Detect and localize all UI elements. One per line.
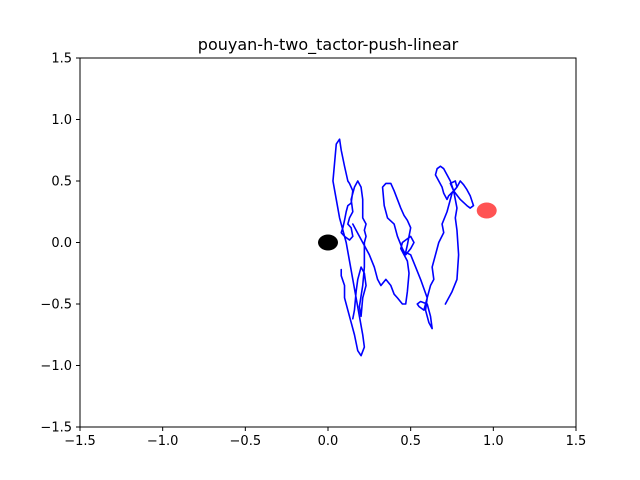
trajectory-line-2 (352, 182, 415, 305)
x-tick-label: −1.0 (147, 434, 179, 449)
y-tick-label: −1.5 (40, 421, 72, 436)
trajectory-line-3 (404, 165, 475, 330)
trajectory-line-1 (332, 138, 367, 357)
y-tick-label: −1.0 (40, 359, 72, 374)
x-tick-label: −0.5 (230, 434, 262, 449)
chart-title: pouyan-h-two_tactor-push-linear (198, 35, 459, 55)
plot-layer (318, 138, 497, 357)
goal-marker (476, 202, 497, 219)
axes-layer: −1.5 −1.0 −0.5 0.0 0.5 1.0 1.5 −1.5 −1.0 −0.5 0.0 0… (40, 52, 586, 450)
x-tick-label: −1.5 (64, 434, 96, 449)
x-tick-label: 1.5 (566, 434, 587, 449)
y-tick-label: 0.0 (51, 236, 72, 251)
x-tick-label: 0.5 (400, 434, 421, 449)
y-tick-label: −0.5 (40, 298, 72, 313)
start-marker (318, 234, 338, 251)
y-tick-label: 0.5 (51, 175, 72, 190)
y-tick-label: 1.0 (51, 113, 72, 128)
x-tick-label: 1.0 (483, 434, 504, 449)
x-tick-label: 0.0 (318, 434, 339, 449)
y-tick-label: 1.5 (51, 52, 72, 67)
